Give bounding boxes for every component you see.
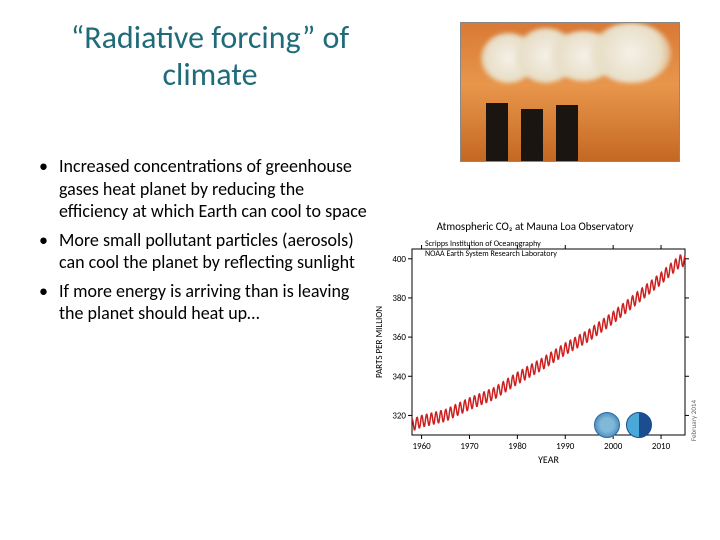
svg-text:1970: 1970 — [460, 441, 479, 452]
smokestack — [556, 105, 578, 161]
bullet-list: Increased concentrations of greenhouse g… — [35, 155, 375, 331]
svg-text:340: 340 — [392, 371, 406, 382]
slide-title: “Radiative forcing” of climate — [50, 20, 370, 94]
chart-attribution: Scripps Institution of Oceanography NOAA… — [425, 240, 557, 259]
svg-text:2010: 2010 — [652, 441, 671, 452]
chart-date-side: February 2014 — [689, 400, 698, 441]
scripps-logo-icon — [594, 412, 620, 438]
svg-text:360: 360 — [392, 332, 406, 343]
chart-svg: 320 340 360 380 400 1960 1970 1980 1990 2000 2010 P… — [370, 237, 700, 467]
smokestack — [521, 109, 543, 161]
svg-text:400: 400 — [392, 254, 406, 265]
svg-text:1990: 1990 — [556, 441, 575, 452]
svg-text:320: 320 — [392, 410, 406, 421]
bullet-item: More small pollutant particles (aerosols… — [35, 229, 375, 274]
noaa-logo-icon — [626, 412, 652, 438]
svg-text:2000: 2000 — [604, 441, 623, 452]
bullet-item: If more energy is arriving than is leavi… — [35, 280, 375, 325]
attribution-line: NOAA Earth System Research Laboratory — [425, 250, 557, 260]
svg-text:1960: 1960 — [412, 441, 431, 452]
smoke-plume — [591, 23, 671, 83]
smokestack — [486, 103, 508, 161]
svg-text:YEAR: YEAR — [538, 453, 559, 466]
svg-text:PARTS PER MILLION: PARTS PER MILLION — [374, 306, 385, 378]
svg-text:1980: 1980 — [508, 441, 527, 452]
svg-text:380: 380 — [392, 293, 406, 304]
smokestack-image — [460, 22, 680, 162]
bullet-item: Increased concentrations of greenhouse g… — [35, 155, 375, 223]
co2-chart: Atmospheric CO₂ at Mauna Loa Observatory… — [370, 220, 700, 480]
chart-title: Atmospheric CO₂ at Mauna Loa Observatory — [370, 220, 700, 233]
